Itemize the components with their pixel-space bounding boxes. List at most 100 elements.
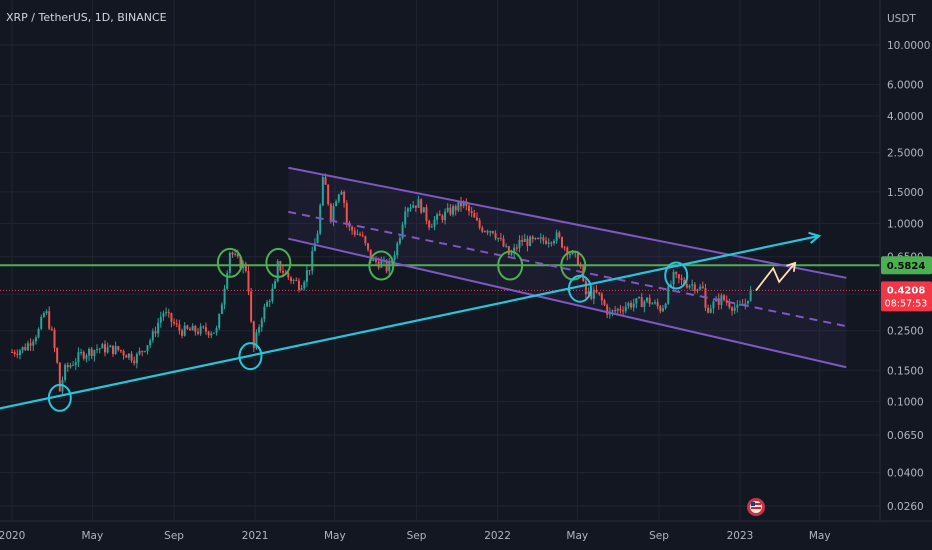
candle-body: [255, 332, 258, 349]
candle-body: [672, 271, 675, 285]
candle-body: [263, 306, 266, 320]
candle-body: [220, 304, 223, 314]
candle-body: [521, 239, 524, 242]
candle-body: [568, 253, 571, 256]
candle-body: [111, 345, 114, 355]
candle-body: [239, 256, 242, 269]
candle-body: [24, 346, 27, 351]
candle-body: [638, 297, 641, 299]
candle-body: [122, 351, 125, 356]
channel-lower-line[interactable]: [288, 237, 847, 369]
candle-body: [305, 270, 308, 282]
flag-icon[interactable]: [747, 498, 765, 516]
candle-body: [739, 304, 741, 306]
candle-body: [592, 289, 595, 299]
last-price-badge: 0.4208 08:57:53: [881, 281, 932, 312]
candle-body: [282, 270, 285, 273]
candle-body: [96, 348, 99, 351]
time-tick-label: May: [324, 530, 346, 542]
time-axis[interactable]: 2020 May Sep 2021 May Sep 2022 May Sep 2023 May: [0, 520, 932, 542]
candle-body: [595, 289, 598, 293]
candle-body: [691, 284, 694, 286]
candle-body: [77, 352, 80, 363]
candle-body: [393, 255, 396, 260]
candle-body: [475, 217, 478, 221]
candle-body: [433, 219, 436, 227]
candle-body: [165, 312, 168, 314]
candle-body: [717, 298, 720, 305]
candle-body: [32, 341, 35, 346]
grid: [0, 0, 880, 520]
support-touch-circle: [497, 250, 524, 281]
candle-body: [518, 239, 521, 249]
candle-body: [151, 331, 154, 341]
price-tick-label: 0.0400: [887, 468, 924, 480]
candle-body: [18, 350, 21, 355]
candle-body: [45, 311, 48, 313]
candle-body: [614, 310, 617, 312]
candle-body: [587, 291, 590, 295]
candle-body: [244, 263, 247, 271]
flag-icon-canton: [751, 502, 755, 506]
candle-body: [696, 289, 699, 291]
candle-body: [316, 233, 319, 244]
candle-body: [154, 331, 157, 334]
candle-body: [119, 349, 122, 352]
candle-body: [531, 236, 534, 240]
channel-mid-line[interactable]: [288, 210, 847, 328]
candle-body: [499, 237, 502, 239]
price-tick-label: 4.0000: [887, 111, 924, 123]
time-tick-label: Sep: [649, 530, 669, 542]
candle-body: [48, 311, 51, 329]
candle-body: [494, 233, 497, 239]
time-tick-label: May: [82, 530, 104, 542]
candle-body: [611, 310, 614, 312]
candle-body: [236, 253, 239, 257]
candle-body: [250, 291, 253, 322]
candle-body: [340, 191, 343, 195]
candle-body: [335, 201, 338, 206]
candle-body: [417, 199, 420, 208]
candle-body: [212, 332, 215, 334]
candle-body: [653, 302, 656, 304]
candle-body: [731, 307, 734, 311]
candle-body: [420, 199, 423, 213]
time-tick-label: May: [566, 530, 588, 542]
candle-body: [252, 321, 255, 349]
candle-body: [422, 207, 425, 213]
price-axis[interactable]: 10.00006.00004.00002.50001.50001.00000.6…: [879, 0, 930, 521]
candle-body: [558, 232, 561, 238]
channel-upper-line[interactable]: [288, 166, 847, 279]
candle-body: [452, 206, 455, 215]
trend-touch-circle: [567, 274, 592, 303]
candle-body: [414, 205, 417, 208]
candle-body: [141, 350, 144, 352]
candle-body: [736, 304, 739, 308]
candle-body: [351, 226, 354, 231]
candle-body: [491, 231, 494, 234]
candle-body: [656, 302, 659, 307]
candle-body: [412, 205, 415, 208]
trendline-arrowhead-icon: [808, 231, 822, 244]
candle-body: [183, 325, 186, 336]
candle-body: [635, 298, 638, 304]
candle-body: [337, 194, 340, 202]
last-price-value: 0.4208: [887, 285, 926, 296]
currency-label: USDT: [887, 13, 916, 25]
candle-body: [130, 353, 133, 361]
candle-body: [667, 286, 670, 304]
candle-body: [332, 205, 335, 221]
candle-body: [627, 303, 630, 307]
candle-body: [510, 253, 513, 255]
candle-body: [661, 308, 664, 312]
candle-body: [109, 345, 112, 348]
candle-body: [69, 365, 72, 368]
price-tick-label: 0.2500: [887, 326, 924, 338]
projection-path[interactable]: [755, 262, 796, 292]
candle-body: [210, 333, 213, 336]
candle-body: [406, 208, 409, 212]
candle-body: [324, 177, 327, 185]
projection-arrow[interactable]: [755, 261, 797, 292]
candle-body: [401, 224, 404, 239]
